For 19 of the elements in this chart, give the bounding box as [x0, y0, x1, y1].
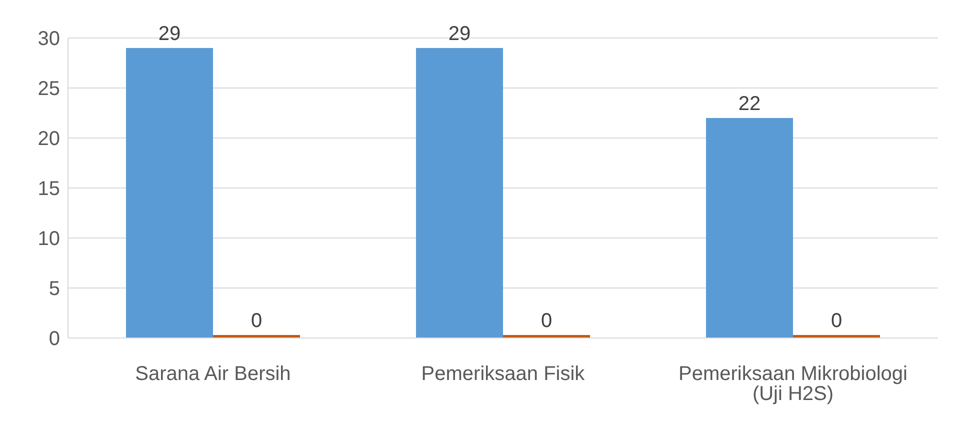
- y-tick-label: 30: [38, 28, 60, 50]
- x-tick-label: Sarana Air Bersih: [135, 363, 291, 386]
- y-tick-label: 20: [38, 128, 60, 150]
- bar: [706, 118, 793, 338]
- y-tick-label: 5: [48, 278, 60, 300]
- y-tick-label: 0: [48, 328, 60, 350]
- x-tick-label: Pemeriksaan Mikrobiologi (Uji H2S): [678, 363, 908, 406]
- bar: [126, 48, 213, 338]
- bar: [416, 48, 503, 338]
- data-label: 0: [250, 310, 262, 332]
- y-tick-label: 25: [38, 78, 60, 100]
- data-label: 0: [830, 310, 842, 332]
- y-tick-label: 15: [38, 178, 60, 200]
- data-label: 22: [738, 93, 761, 115]
- data-label: 29: [158, 23, 181, 45]
- data-label: 0: [540, 310, 552, 332]
- x-tick-label: Pemeriksaan Fisik: [421, 363, 586, 386]
- data-label: 29: [448, 23, 471, 45]
- y-tick-label: 10: [38, 228, 60, 250]
